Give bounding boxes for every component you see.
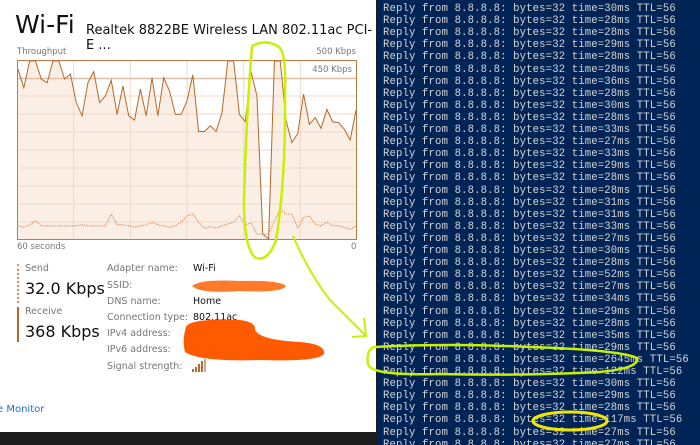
- ip-redaction: [183, 319, 325, 361]
- ping-reply-line: Reply from 8.8.8.8: bytes=32 time=28ms T…: [383, 402, 676, 415]
- ping-reply-line: Reply from 8.8.8.8: bytes=32 time=29ms T…: [383, 305, 676, 318]
- ping-reply-line: Reply from 8.8.8.8: bytes=32 time=2645ms…: [383, 353, 689, 366]
- ping-spike-circle-annotation: [366, 343, 639, 376]
- connection-type-label: Connection type:: [107, 312, 189, 323]
- ipv6-label: IPv6 address:: [107, 344, 171, 355]
- dns-name-label: DNS name:: [107, 296, 161, 307]
- ping-reply-line: Reply from 8.8.8.8: bytes=32 time=30ms T…: [383, 3, 676, 15]
- ping-reply-line: Reply from 8.8.8.8: bytes=32 time=29ms T…: [383, 390, 676, 403]
- ping-reply-line: Reply from 8.8.8.8: bytes=32 time=52ms T…: [383, 269, 676, 282]
- ping-reply-line: Reply from 8.8.8.8: bytes=32 time=30ms T…: [383, 378, 676, 391]
- adapter-name-label: Adapter name:: [107, 263, 178, 274]
- ping-reply-line: Reply from 8.8.8.8: bytes=32 time=31ms T…: [383, 208, 676, 221]
- ping-reply-line: Reply from 8.8.8.8: bytes=32 time=31ms T…: [383, 196, 676, 209]
- ping-reply-line: Reply from 8.8.8.8: bytes=32 time=27ms T…: [383, 281, 676, 294]
- throughput-label: Throughput: [17, 47, 67, 57]
- receive-line: [17, 60, 357, 240]
- ping-reply-line: Reply from 8.8.8.8: bytes=32 time=28ms T…: [383, 27, 676, 40]
- ping-reply-line: Reply from 8.8.8.8: bytes=32 time=30ms T…: [383, 99, 676, 112]
- send-value: 32.0 Kbps: [25, 279, 105, 298]
- send-line: [17, 207, 357, 235]
- ping-117ms-circle-annotation: [531, 410, 609, 432]
- spike-circle-annotation: [242, 41, 287, 260]
- reference-line-label: 450 Kbps: [312, 65, 352, 75]
- ping-reply-line: Reply from 8.8.8.8: bytes=32 time=28ms T…: [383, 63, 676, 76]
- ping-reply-line: Reply from 8.8.8.8: bytes=32 time=28ms T…: [383, 51, 676, 64]
- ping-reply-line: Reply from 8.8.8.8: bytes=32 time=27ms T…: [383, 136, 676, 149]
- ping-reply-line: Reply from 8.8.8.8: bytes=32 time=33ms T…: [383, 148, 676, 161]
- ping-reply-line: Reply from 8.8.8.8: bytes=32 time=36ms T…: [383, 75, 676, 88]
- receive-value: 368 Kbps: [25, 322, 100, 341]
- receive-label: Receive: [25, 306, 63, 317]
- ping-reply-line: Reply from 8.8.8.8: bytes=32 time=34ms T…: [383, 293, 676, 306]
- ping-reply-line: Reply from 8.8.8.8: bytes=32 time=28ms T…: [383, 172, 676, 185]
- ping-reply-line: Reply from 8.8.8.8: bytes=32 time=28ms T…: [383, 111, 676, 124]
- signal-strength-label: Signal strength:: [107, 361, 183, 372]
- ping-reply-line: Reply from 8.8.8.8: bytes=32 time=28ms T…: [383, 184, 676, 197]
- connection-type-value: 802.11ac: [193, 312, 238, 323]
- arrowhead-annotation: [351, 317, 368, 338]
- ping-reply-line: Reply from 8.8.8.8: bytes=32 time=27ms T…: [383, 438, 676, 445]
- ssid-label: SSID:: [107, 280, 133, 291]
- max-scale-label: 500 Kbps: [316, 47, 356, 57]
- ping-reply-line: Reply from 8.8.8.8: bytes=32 time=35ms T…: [383, 329, 676, 342]
- receive-indicator: [17, 307, 19, 342]
- terminal-window[interactable]: Reply from 8.8.8.8: bytes=32 time=30ms T…: [378, 0, 700, 445]
- ipv4-label: IPv4 address:: [107, 328, 171, 339]
- time-span-label: 60 seconds: [17, 242, 66, 252]
- graph-border: [17, 60, 357, 240]
- dns-name-value: Home: [193, 296, 222, 307]
- ping-reply-line: Reply from 8.8.8.8: bytes=32 time=28ms T…: [383, 317, 676, 330]
- page-title: Wi-Fi: [15, 10, 75, 39]
- time-zero-label: 0: [351, 242, 357, 252]
- ping-reply-line: Reply from 8.8.8.8: bytes=32 time=117ms …: [383, 414, 683, 427]
- adapter-name-value: Wi-Fi: [193, 263, 216, 274]
- adapter-description: Realtek 8822BE Wireless LAN 802.11ac PCI…: [86, 23, 373, 53]
- ping-reply-line: Reply from 8.8.8.8: bytes=32 time=30ms T…: [383, 245, 676, 257]
- send-indicator: [17, 264, 19, 303]
- send-label: Send: [25, 263, 49, 274]
- signal-strength-icon: [192, 359, 206, 372]
- ping-reply-line: Reply from 8.8.8.8: bytes=32 time=33ms T…: [383, 124, 676, 136]
- resource-monitor-link[interactable]: e Monitor: [0, 404, 45, 415]
- throughput-graph: [17, 60, 357, 240]
- ping-reply-line: Reply from 8.8.8.8: bytes=32 time=29ms T…: [383, 160, 676, 173]
- ping-reply-line: Reply from 8.8.8.8: bytes=32 time=28ms T…: [383, 15, 676, 28]
- ping-reply-line: Reply from 8.8.8.8: bytes=32 time=28ms T…: [383, 87, 676, 100]
- ping-reply-line: Reply from 8.8.8.8: bytes=32 time=28ms T…: [383, 257, 676, 270]
- ping-reply-line: Reply from 8.8.8.8: bytes=32 time=29ms T…: [383, 39, 676, 52]
- ping-reply-line: Reply from 8.8.8.8: bytes=32 time=27ms T…: [383, 232, 676, 245]
- arrow-annotation: [292, 235, 367, 337]
- ping-reply-line: Reply from 8.8.8.8: bytes=32 time=27ms T…: [383, 426, 676, 439]
- ping-reply-line: Reply from 8.8.8.8: bytes=32 time=33ms T…: [383, 220, 676, 233]
- wifi-performance-panel: Wi-Fi Realtek 8822BE Wireless LAN 802.11…: [0, 0, 376, 432]
- ssid-redaction: [192, 280, 286, 292]
